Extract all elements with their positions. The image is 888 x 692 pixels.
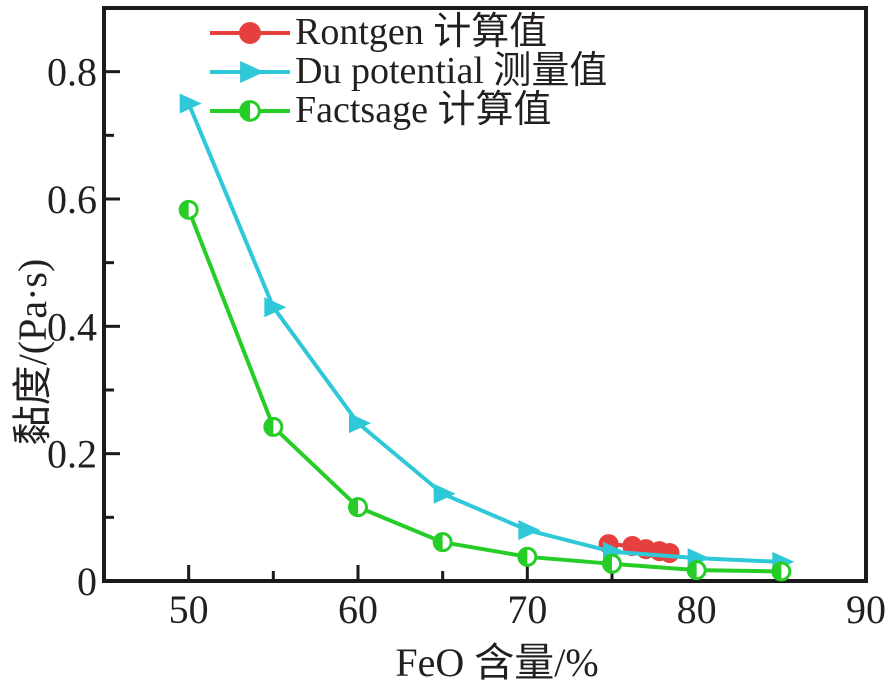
series-line-factsage	[186, 207, 784, 574]
half-circle-marker-fill	[240, 101, 250, 120]
x-tick-label: 70	[507, 587, 547, 632]
x-tick-label: 90	[846, 587, 886, 632]
x-tick-label: 80	[677, 587, 717, 632]
legend-label-rontgen: Rontgen 计算值	[295, 11, 548, 53]
half-circle-marker-fill	[603, 555, 612, 573]
y-tick-label: 0	[77, 559, 97, 604]
x-tick-label: 50	[169, 587, 209, 632]
x-axis-title: FeO 含量/%	[395, 640, 599, 685]
x-tick-label: 60	[338, 587, 378, 632]
legend-item-factsage: Factsage 计算值	[209, 91, 607, 130]
right-triangle-marker	[264, 297, 287, 318]
filled-circle-icon	[210, 21, 290, 44]
y-axis-title: 黏度/(Pa·s)	[10, 258, 55, 446]
filled-circle-marker	[659, 542, 680, 563]
filled-circle-marker	[239, 21, 261, 44]
half-circle-marker-fill	[264, 418, 274, 436]
legend-label-du-potential: Du potential 测量值	[295, 50, 608, 92]
right-triangle-marker	[240, 60, 265, 83]
half-circle-marker-fill	[772, 562, 782, 580]
y-tick-label: 0.4	[47, 304, 97, 349]
right-triangle-marker	[518, 520, 541, 541]
legend-item-rontgen: Rontgen 计算值	[209, 13, 607, 52]
legend-item-du-potential: Du potential 测量值	[209, 52, 607, 91]
half-filled-circle-icon	[210, 99, 290, 122]
plot-frame	[102, 6, 868, 583]
y-tick-label: 0.6	[47, 177, 97, 222]
tmp	[240, 60, 265, 83]
right-triangle-icon	[210, 60, 290, 83]
right-triangle-marker	[349, 413, 371, 434]
tmp	[239, 99, 261, 122]
y-tick-label: 0.2	[47, 432, 97, 477]
series-factsage	[178, 199, 792, 582]
y-tick-label: 0.8	[47, 50, 97, 95]
half-circle-marker-fill	[688, 561, 697, 579]
half-circle-marker-fill	[518, 548, 528, 566]
half-circle-marker-fill	[349, 498, 358, 516]
legend: Rontgen 计算值 Du potential 测量值 Factsage 计算…	[209, 13, 607, 130]
legend-label-factsage: Factsage 计算值	[295, 89, 552, 131]
half-circle-marker-fill	[180, 201, 189, 219]
right-triangle-marker	[433, 483, 456, 504]
half-circle-marker-fill	[434, 533, 443, 551]
series-du-potential	[179, 93, 795, 572]
tmp	[239, 21, 261, 44]
series-line-du-potential	[186, 101, 784, 564]
right-triangle-marker	[179, 93, 202, 114]
